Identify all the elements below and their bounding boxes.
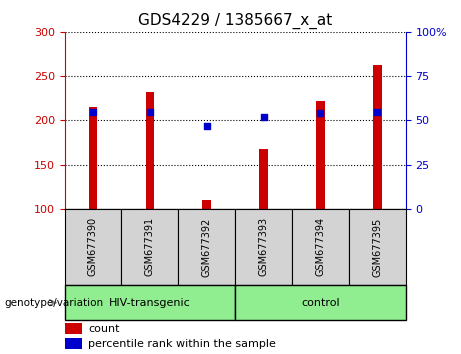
Bar <box>235 209 292 285</box>
Bar <box>89 107 97 209</box>
Text: GSM677395: GSM677395 <box>372 217 382 276</box>
Bar <box>65 324 82 334</box>
Text: GSM677394: GSM677394 <box>315 217 325 276</box>
Text: GSM677393: GSM677393 <box>259 217 269 276</box>
Bar <box>202 200 211 209</box>
Bar <box>292 209 349 285</box>
Text: HIV-transgenic: HIV-transgenic <box>109 298 191 308</box>
Point <box>260 114 267 120</box>
Text: genotype/variation: genotype/variation <box>5 298 104 308</box>
Text: GSM677390: GSM677390 <box>88 217 98 276</box>
Bar <box>373 65 382 209</box>
Bar <box>65 338 82 349</box>
Bar <box>146 92 154 209</box>
Text: percentile rank within the sample: percentile rank within the sample <box>89 339 276 349</box>
Text: count: count <box>89 324 120 334</box>
Point <box>373 109 381 114</box>
Bar <box>235 285 406 320</box>
Point <box>146 109 154 114</box>
Bar <box>259 149 268 209</box>
Bar <box>121 209 178 285</box>
Point <box>89 109 97 114</box>
Bar <box>65 209 121 285</box>
Text: GSM677392: GSM677392 <box>201 217 212 276</box>
Bar <box>65 285 235 320</box>
Point <box>203 123 210 129</box>
Title: GDS4229 / 1385667_x_at: GDS4229 / 1385667_x_at <box>138 13 332 29</box>
Point <box>317 110 324 116</box>
Text: GSM677391: GSM677391 <box>145 217 155 276</box>
Bar <box>178 209 235 285</box>
Bar <box>316 101 325 209</box>
Bar <box>349 209 406 285</box>
Text: control: control <box>301 298 340 308</box>
